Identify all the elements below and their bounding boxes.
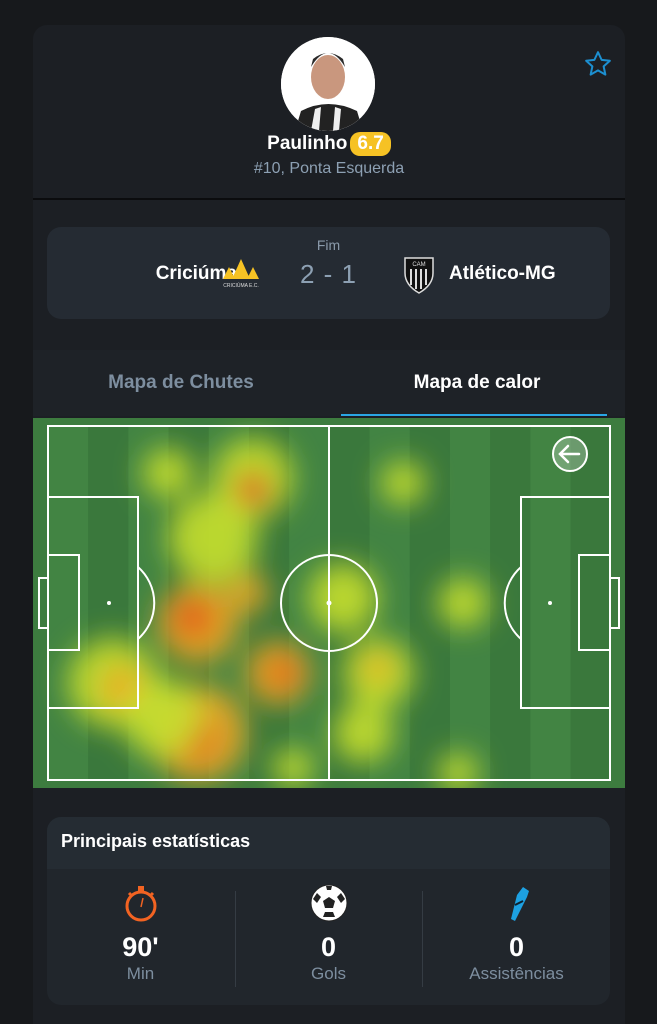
heat-blobs [68,438,488,788]
stat-minutes: 90' Min [47,883,234,984]
match-status: Fim [316,237,341,253]
heat-blob [273,748,313,788]
heat-blob [308,563,378,633]
heat-blob [268,658,298,688]
heatmap-pitch [33,418,625,788]
stopwatch-icon [125,886,156,922]
heat-blob [438,578,488,628]
svg-text:CAM: CAM [412,262,425,268]
heat-blob [168,493,258,583]
football-boot-icon [510,887,529,921]
stats-title: Principais estatísticas [47,817,610,869]
tab-shot-map[interactable]: Mapa de Chutes [108,372,254,393]
heat-blob [143,448,193,498]
heat-blob [235,472,271,508]
soccer-ball-icon [310,884,347,922]
heat-blob [173,598,213,638]
pitch-lines [38,425,620,781]
heat-blob [123,678,203,758]
player-position: #10, Ponta Esquerda [253,160,405,177]
player-header: Paulinho 6.7 #10, Ponta Esquerda [33,25,625,200]
match-card[interactable]: Fim Criciúma CRICIÚMA E.C. 2 - 1 CAM Atl… [47,227,610,319]
home-team-name: Criciúma [155,263,237,284]
heat-blob [333,703,393,763]
heat-blob [364,654,392,682]
svg-text:CRICIÚMA E.C.: CRICIÚMA E.C. [223,282,259,289]
rating-badge: 6.7 [350,132,391,156]
player-name: Paulinho [267,133,348,154]
star-outline-icon[interactable] [583,49,613,79]
atletico-mg-logo-icon: CAM [404,257,434,294]
criciuma-logo-icon: CRICIÚMA E.C. [223,259,259,289]
heat-blob [381,461,425,505]
tab-bar: Mapa de Chutes Mapa de calor [33,350,625,416]
score: 2 - 1 [299,259,358,289]
player-avatar [281,37,375,131]
arrow-left-icon[interactable] [552,436,588,472]
tab-heatmap[interactable]: Mapa de calor [329,350,625,416]
heat-blob [228,573,268,613]
stat-assists: 0 Assistências [423,883,610,984]
key-stats-card: Principais estatísticas 90' Min 0 Gols 0… [47,817,610,1005]
away-team-name: Atlético-MG [449,263,556,284]
stat-goals: 0 Gols [235,883,422,984]
